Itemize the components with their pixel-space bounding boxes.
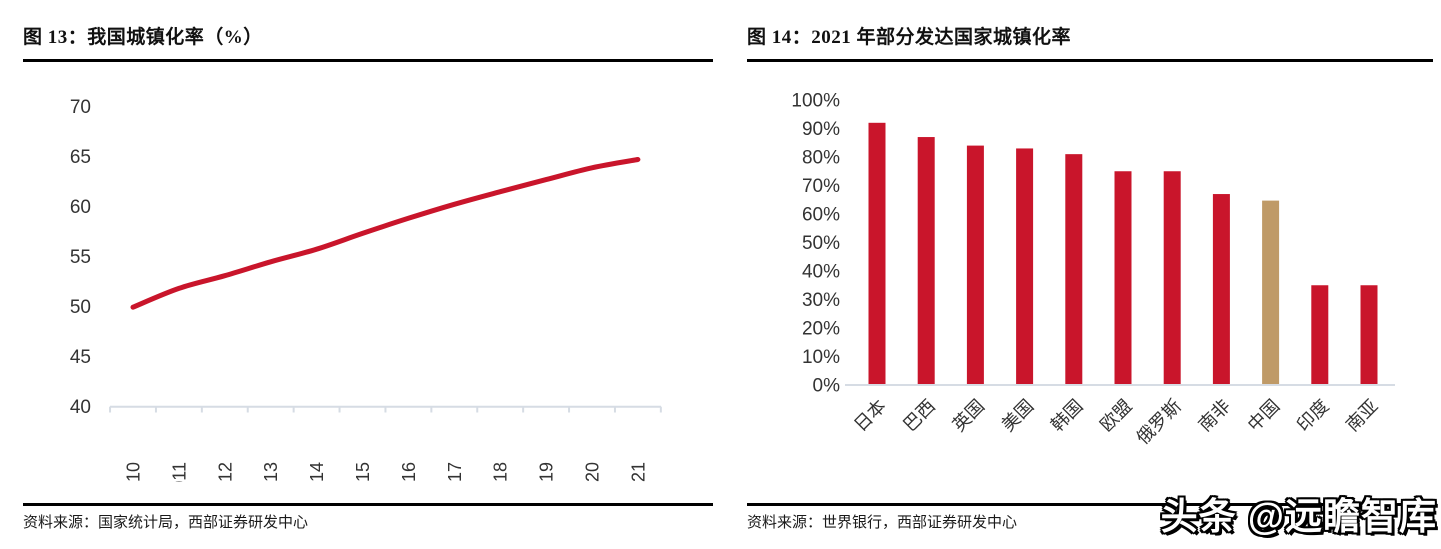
- country-label: 韩国: [1047, 396, 1087, 436]
- bar-欧盟: [1114, 171, 1132, 385]
- year-label: 2014: [307, 462, 327, 482]
- figure14-title-rule: [747, 59, 1433, 62]
- year-label: 2013: [261, 462, 281, 482]
- y-tick-label: 55: [70, 247, 91, 268]
- bar-英国: [966, 145, 984, 385]
- country-label: 日本: [850, 396, 890, 436]
- year-label: 2019: [537, 462, 557, 482]
- y-tick-label: 70%: [802, 176, 840, 197]
- y-tick-label: 90%: [802, 119, 840, 140]
- y-tick-label: 30%: [802, 290, 840, 311]
- bar-俄罗斯: [1163, 171, 1181, 385]
- country-label: 巴西: [899, 396, 939, 436]
- country-label: 美国: [998, 396, 1038, 436]
- year-label: 2012: [215, 462, 235, 482]
- figure14-bottom-rule: [747, 503, 1433, 506]
- country-label: 俄罗斯: [1133, 396, 1185, 448]
- y-axis-labels: 40 45 50 55 60 65 70: [70, 97, 91, 418]
- y-tick-label: 40%: [802, 262, 840, 283]
- bar-韩国: [1065, 154, 1083, 385]
- country-label: 印度: [1293, 396, 1333, 436]
- y-tick-label: 45: [70, 347, 91, 368]
- y-tick-label: 20%: [802, 319, 840, 340]
- y-tick-label: 60: [70, 197, 91, 218]
- country-label: 欧盟: [1096, 396, 1136, 436]
- x-axis: [109, 405, 662, 413]
- figure13-panel: 图 13：我国城镇化率（%） 4045505560657020102011201…: [23, 0, 713, 549]
- y-tick-label: 65: [70, 147, 91, 168]
- country-label: 南亚: [1342, 396, 1382, 436]
- year-label: 2011: [169, 462, 189, 482]
- urbanization-rate-line: [130, 157, 641, 310]
- year-label: 2018: [491, 462, 511, 482]
- bar-日本: [868, 122, 886, 386]
- x-axis-labels: 2010 2011 2012 2013 2014 2015 2016 2017 2018 2019…: [124, 462, 649, 482]
- urbanization-line-chart: 4045505560657020102011201220132014201520…: [70, 97, 662, 482]
- bar-印度: [1311, 285, 1329, 385]
- y-tick-label: 60%: [802, 205, 840, 226]
- country-label: 南非: [1195, 396, 1235, 436]
- y-tick-label: 100%: [791, 91, 840, 112]
- bar-南非: [1212, 194, 1230, 385]
- figure13-bottom-rule: [23, 503, 713, 506]
- y-tick-label: 50%: [802, 233, 840, 254]
- bar-series: [868, 122, 1378, 386]
- y-tick-label: 0%: [813, 376, 841, 397]
- figure13-source: 资料来源：国家统计局，西部证券研发中心: [23, 515, 309, 531]
- figure14-title: 图 14：2021 年部分发达国家城镇化率: [747, 27, 1072, 48]
- countries-bar-chart: 0% 10% 20% 30% 40% 50% 60% 70% 80% 90% 100% 日本 巴西 英国美…: [791, 91, 1395, 448]
- figure13-title: 图 13：我国城镇化率（%）: [23, 27, 263, 48]
- toutiao-watermark: 头条 @远瞻智库: [1160, 496, 1437, 537]
- year-label: 2017: [445, 462, 465, 482]
- year-label: 2016: [399, 462, 419, 482]
- bar-美国: [1016, 148, 1034, 385]
- bar-南亚: [1360, 285, 1378, 385]
- year-label: 2021: [628, 462, 648, 482]
- y-axis-labels: 0% 10% 20% 30% 40% 50% 60% 70% 80% 90% 100%: [791, 91, 840, 397]
- year-label: 2010: [124, 462, 144, 482]
- y-tick-label: 80%: [802, 148, 840, 169]
- bar-中国: [1262, 200, 1280, 385]
- y-tick-label: 70: [70, 97, 91, 118]
- year-label: 2015: [353, 462, 373, 482]
- y-tick-label: 50: [70, 297, 91, 318]
- country-label: 英国: [949, 396, 989, 436]
- year-label: 2020: [583, 462, 603, 482]
- y-tick-label: 40: [70, 397, 91, 418]
- country-label: 中国: [1244, 396, 1284, 436]
- figure13-title-rule: [23, 59, 713, 62]
- y-tick-label: 10%: [802, 347, 840, 368]
- figure14-panel: 图 14：2021 年部分发达国家城镇化率 0% 10% 20% 30% 40% 50% 6…: [747, 0, 1433, 549]
- bar-巴西: [917, 137, 935, 385]
- figure14-source: 资料来源：世界银行，西部证券研发中心: [747, 515, 1018, 531]
